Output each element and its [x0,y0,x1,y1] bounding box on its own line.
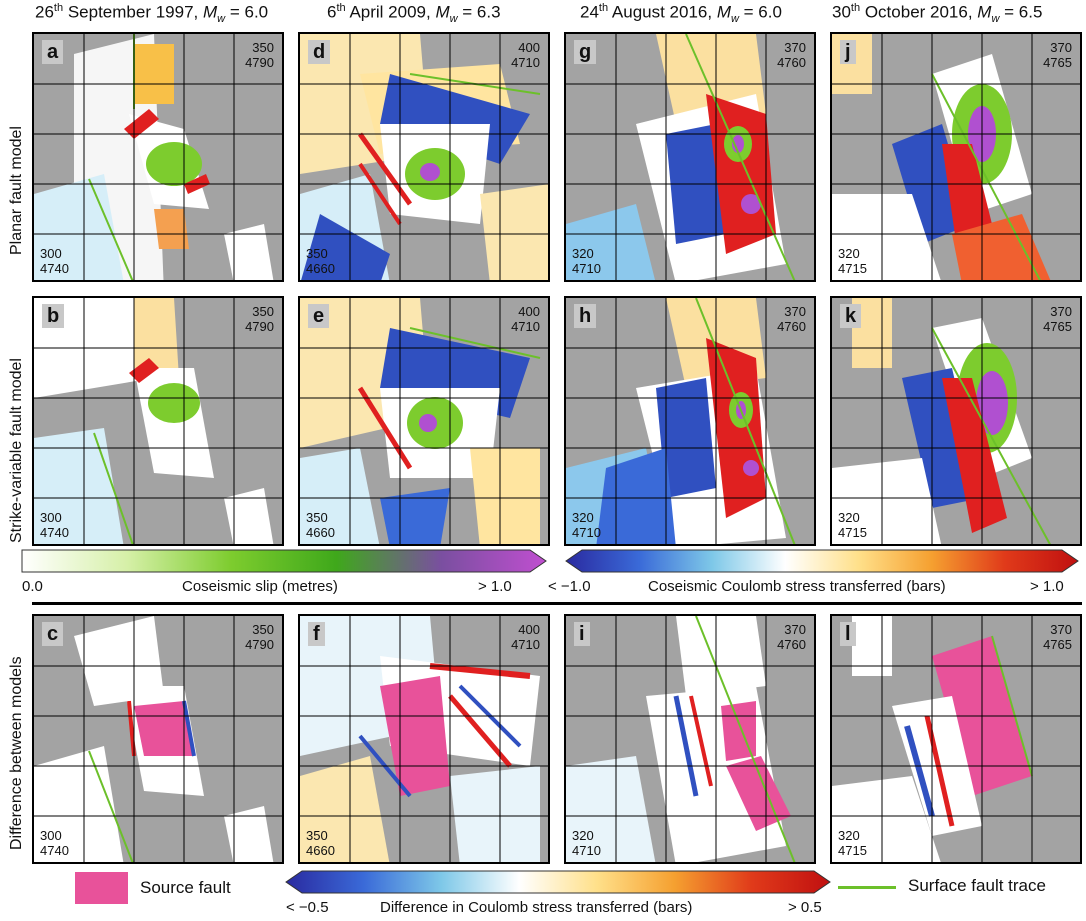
panel-i: i 370 4760 320 4710 [564,614,816,864]
panel-l: l 370 4765 320 4715 [830,614,1082,864]
sw-coordinates: 320 4715 [838,246,867,276]
ne-coordinates: 400 4710 [511,40,540,70]
difference-colorbar [285,870,831,894]
difference-max-label: > 0.5 [788,899,822,916]
sw-coordinates: 350 4660 [306,510,335,540]
slip-min-label: 0.0 [22,578,43,595]
row-label-difference: Difference between models [8,656,25,850]
panel-label: k [840,304,862,328]
column-title-1: 26th September 1997, Mw = 6.0 [35,2,269,26]
panel-b: b 350 4790 300 4740 [32,296,284,546]
row-label-strike-variable: Strike-variable fault model [8,358,25,543]
panel-g: g 370 4760 320 4710 [564,32,816,282]
panel-l-map [832,616,1080,862]
panel-h: h 370 4760 320 4710 [564,296,816,546]
panel-b-map [34,298,282,544]
panel-i-map [566,616,814,862]
panel-c-map [34,616,282,862]
sw-coordinates: 320 4710 [572,828,601,858]
source-fault-label: Source fault [140,878,231,897]
coulomb-max-label: > 1.0 [1030,578,1064,595]
ne-coordinates: 350 4790 [245,622,274,652]
difference-title: Difference in Coulomb stress transferred… [380,899,693,916]
panel-k-map [832,298,1080,544]
panel-e-map [300,298,548,544]
ne-coordinates: 370 4760 [777,40,806,70]
coulomb-title: Coseismic Coulomb stress transferred (ba… [648,578,946,595]
ne-coordinates: 350 4790 [245,40,274,70]
panel-g-map [566,34,814,280]
ne-coordinates: 370 4765 [1043,40,1072,70]
panel-label: l [840,622,856,646]
sw-coordinates: 350 4660 [306,246,335,276]
panel-label: b [42,304,65,328]
panel-a-map [34,34,282,280]
ne-coordinates: 370 4765 [1043,622,1072,652]
panel-h-map [566,298,814,544]
panel-a: a 350 4790 300 4740 [32,32,284,282]
panel-label: c [42,622,64,646]
coulomb-colorbar [565,549,1079,573]
ne-coordinates: 370 4760 [777,304,806,334]
section-divider [32,602,1082,605]
panel-label: j [840,40,856,64]
difference-min-label: < −0.5 [286,899,329,916]
ne-coordinates: 370 4760 [777,622,806,652]
panel-j: j 370 4765 320 4715 [830,32,1082,282]
panel-d-map [300,34,548,280]
surface-trace-label: Surface fault trace [908,876,1046,895]
panel-k: k 370 4765 320 4715 [830,296,1082,546]
sw-coordinates: 320 4710 [572,510,601,540]
ne-coordinates: 350 4790 [245,304,274,334]
panel-d: d 400 4710 350 4660 [298,32,550,282]
column-title-4: 30th October 2016, Mw = 6.5 [832,2,1043,26]
row-label-planar: Planar fault model [8,126,25,255]
panel-label: g [574,40,597,64]
sw-coordinates: 320 4710 [572,246,601,276]
panel-c: c 350 4790 300 4740 [32,614,284,864]
ne-coordinates: 400 4710 [511,304,540,334]
sw-coordinates: 300 4740 [40,828,69,858]
panel-label: d [308,40,331,64]
panel-label: e [308,304,330,328]
coulomb-min-label: < −1.0 [548,578,591,595]
sw-coordinates: 350 4660 [306,828,335,858]
panel-label: a [42,40,64,64]
column-title-3: 24th August 2016, Mw = 6.0 [580,2,782,26]
ne-coordinates: 400 4710 [511,622,540,652]
source-fault-swatch [75,872,128,904]
slip-colorbar [21,549,547,573]
panel-label: f [308,622,325,646]
colorbar-area [21,549,1079,573]
panel-label: i [574,622,590,646]
ne-coordinates: 370 4765 [1043,304,1072,334]
panel-f: f 400 4710 350 4660 [298,614,550,864]
sw-coordinates: 300 4740 [40,246,69,276]
column-title-2: 6th April 2009, Mw = 6.3 [327,2,501,26]
slip-max-label: > 1.0 [478,578,512,595]
surface-trace-line [838,886,896,889]
panel-j-map [832,34,1080,280]
panel-label: h [574,304,597,328]
difference-colorbar-area [285,870,831,894]
sw-coordinates: 320 4715 [838,510,867,540]
panel-f-map [300,616,548,862]
slip-title: Coseismic slip (metres) [182,578,338,595]
sw-coordinates: 300 4740 [40,510,69,540]
sw-coordinates: 320 4715 [838,828,867,858]
panel-e: e 400 4710 350 4660 [298,296,550,546]
